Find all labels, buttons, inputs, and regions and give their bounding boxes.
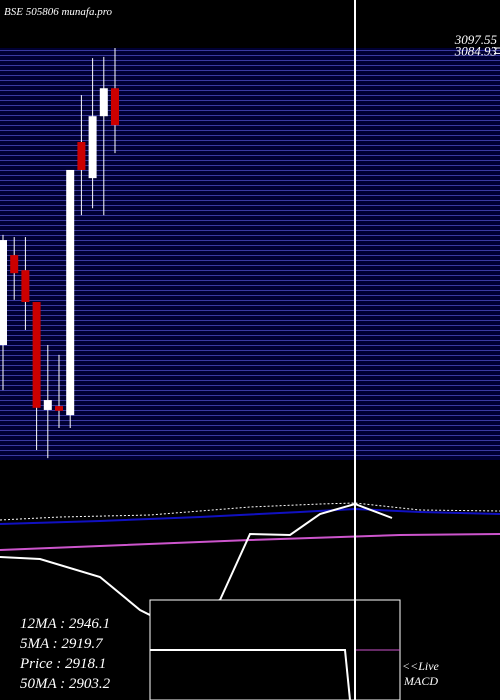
candle-body [10, 255, 19, 274]
indicator-label: 5MA : 2919.7 [20, 636, 104, 652]
macd-label: MACD [403, 674, 438, 688]
indicator-lines [0, 502, 500, 700]
candle-body [77, 142, 86, 170]
chart-title: BSE 505806 munafa.pro [4, 6, 113, 18]
candle-body [111, 88, 119, 126]
indicator-label: 50MA : 2903.2 [20, 676, 111, 692]
candle-body [21, 270, 30, 302]
candle-body [55, 406, 63, 411]
candle-body [66, 169, 75, 416]
live-label: <<Live [402, 659, 440, 673]
candle-body [43, 400, 52, 410]
candle-body [32, 302, 41, 408]
candle-body [0, 240, 7, 346]
y-tick-label: 3084.93 [454, 43, 498, 58]
price-panel [0, 48, 500, 460]
candle-body [88, 116, 97, 179]
indicator-label: 12MA : 2946.1 [20, 616, 110, 632]
y-tick-label: 3097.55 [454, 32, 498, 47]
indicator-label: Price : 2918.1 [19, 656, 106, 672]
candle-body [99, 88, 108, 117]
